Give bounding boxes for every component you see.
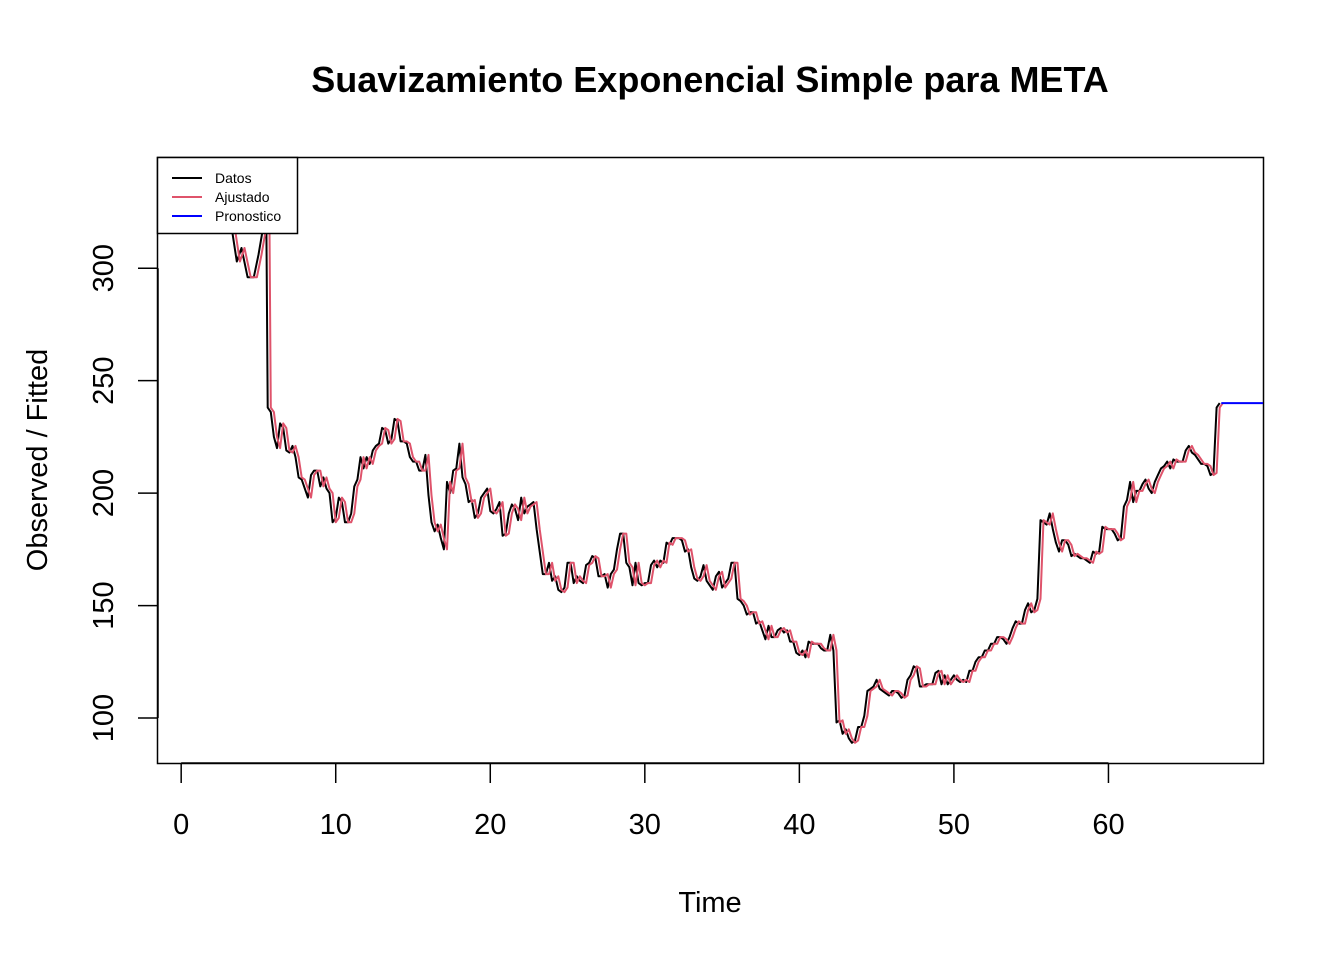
x-axis: 0 10 20 30 40 50 60 [173,762,1125,841]
plot-area-border [156,156,1265,765]
x-tick-label: 10 [320,809,352,841]
series-line-ajustado [184,186,1224,744]
y-tick-label: 250 [88,356,120,404]
x-tick-label: 50 [938,809,970,841]
y-axis: 100 150 200 250 300 [88,244,159,742]
legend-label: Datos [215,170,252,186]
y-tick-label: 150 [88,581,120,629]
x-tick-label: 30 [629,809,661,841]
x-tick-label: 40 [783,809,815,841]
legend: Datos Ajustado Pronostico [156,156,299,235]
x-tick-label: 20 [474,809,506,841]
x-tick-label: 60 [1092,809,1124,841]
y-axis-label: Observed / Fitted [22,349,54,571]
legend-box [156,156,299,235]
legend-label: Pronostico [215,208,281,224]
y-tick-label: 300 [88,244,120,292]
y-tick-label: 100 [88,694,120,742]
y-tick-label: 200 [88,469,120,517]
x-tick-label: 0 [173,809,189,841]
chart-title: Suavizamiento Exponencial Simple para ME… [311,59,1109,100]
legend-label: Ajustado [215,189,270,205]
x-axis-label: Time [678,887,741,919]
series-line-datos [181,186,1221,744]
series-lines [181,186,1263,744]
